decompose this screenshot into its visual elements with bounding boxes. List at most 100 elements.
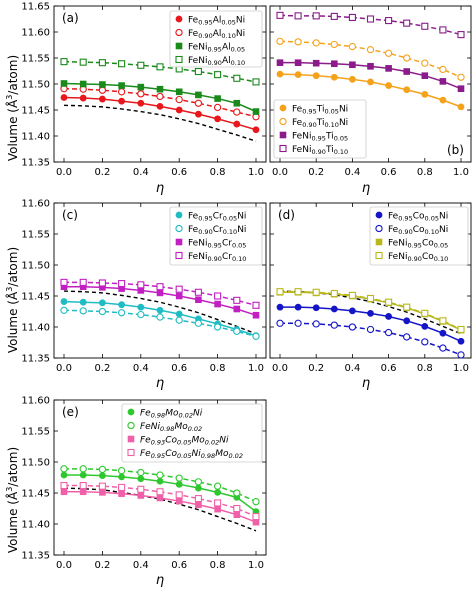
x-tick-label: 1.0 [248, 560, 264, 571]
legend-marker [175, 28, 183, 37]
series-2 [276, 37, 465, 81]
panel-3: 11.35 11.40 11.45 11.50 11.55 11.60 0.0 0.2 0.4 0… [21, 199, 267, 374]
series-3 [60, 80, 260, 115]
legend-label: FeNi0.90Cr0.10 [188, 252, 246, 263]
y-tick-label: 11.50 [21, 458, 50, 469]
data-point [403, 333, 411, 341]
data-point [194, 110, 202, 118]
data-point [137, 303, 145, 311]
data-point [60, 94, 68, 101]
legend-label: Fe0.95Al0.05Ni [188, 16, 245, 27]
data-point [60, 278, 68, 286]
data-point [214, 95, 221, 102]
y-tick-label: 11.40 [21, 132, 50, 143]
data-point [156, 306, 164, 314]
data-point [457, 73, 465, 81]
series-2 [276, 319, 465, 359]
data-point [98, 465, 107, 474]
legend-label: Fe0.98Mo0.02Ni [140, 409, 203, 420]
data-point [439, 96, 447, 104]
reference-line [63, 290, 257, 335]
x-tick-label: 0.6 [381, 167, 397, 178]
x-tick-label: 0.0 [272, 363, 288, 374]
data-point [118, 60, 126, 68]
legend-box [273, 99, 367, 159]
data-point [403, 303, 411, 311]
series-2 [60, 465, 260, 506]
y-tick-label: 11.55 [21, 54, 50, 65]
x-tick-label: 0.4 [133, 167, 149, 178]
data-point [457, 103, 465, 111]
data-point [214, 115, 221, 123]
data-point [175, 316, 183, 324]
x-tick-label: 0.8 [417, 167, 433, 178]
data-point [214, 499, 222, 507]
panel-label: (d) [278, 208, 295, 222]
panel-frame [53, 399, 267, 556]
y-axis-label-bottom: Volume (Å3/atom) [5, 447, 20, 553]
data-point [214, 300, 221, 308]
y-axis-label-middle: Volume (Å3/atom) [5, 247, 20, 353]
data-point [98, 279, 106, 287]
data-point [330, 305, 338, 313]
data-point [137, 83, 145, 91]
y-tick-label: 11.60 [21, 199, 50, 210]
data-point [175, 285, 183, 293]
legend-marker [375, 211, 383, 219]
data-point [79, 58, 87, 66]
data-point [385, 313, 392, 320]
series-2 [60, 306, 260, 340]
y-tick-label: 11.60 [21, 396, 50, 407]
series-3 [60, 488, 260, 526]
legend-marker [127, 448, 135, 457]
x-tick-label: 0.4 [133, 560, 149, 571]
data-point [99, 472, 106, 480]
y-tick-label: 11.45 [21, 106, 50, 117]
data-point [117, 309, 126, 317]
x-axis-label-e: η [156, 573, 164, 588]
data-point [175, 497, 183, 505]
data-point [233, 296, 241, 304]
data-point [348, 75, 356, 83]
data-point [439, 78, 447, 85]
data-point [403, 68, 411, 75]
data-point [233, 74, 241, 82]
series-3 [60, 283, 260, 319]
data-point [137, 281, 145, 289]
data-point [439, 344, 447, 352]
data-point [99, 95, 106, 103]
y-tick-label: 11.55 [21, 427, 50, 438]
legend-label: Fe0.95Co0.05Ni0.98Mo0.02 [140, 449, 243, 460]
x-tick-label: 0.6 [381, 363, 397, 374]
legend-marker [279, 131, 287, 139]
legend-label: FeNi0.90Ti0.10 [292, 145, 348, 156]
legend-marker [175, 55, 183, 64]
data-point [156, 289, 164, 297]
data-point [79, 307, 87, 315]
data-point [118, 490, 125, 497]
data-point [349, 61, 356, 69]
data-point [118, 97, 125, 105]
legend: Fe0.95Ti0.05Ni Fe0.90Ti0.10Ni FeNi0.95Ti0.… [273, 99, 367, 159]
data-point [213, 323, 222, 331]
data-point [79, 80, 87, 88]
data-point [439, 329, 447, 337]
data-point [457, 337, 465, 345]
data-point [233, 489, 241, 497]
series-line [63, 96, 257, 131]
x-tick-label: 0.6 [171, 363, 187, 374]
y-tick-label: 11.40 [21, 520, 50, 531]
data-point [276, 288, 284, 296]
data-point [213, 482, 222, 490]
data-point [294, 59, 302, 66]
legend-label: Fe0.90Ti0.10Ni [292, 118, 348, 129]
series-4 [276, 288, 465, 334]
series-1 [60, 471, 260, 515]
data-point [137, 485, 145, 493]
legend-box [369, 206, 469, 266]
data-point [117, 467, 126, 475]
x-axis-label-c: η [156, 376, 164, 391]
data-point [252, 126, 260, 134]
legend-label: FeNi0.98Mo0.02 [140, 422, 202, 433]
data-point [60, 471, 68, 479]
